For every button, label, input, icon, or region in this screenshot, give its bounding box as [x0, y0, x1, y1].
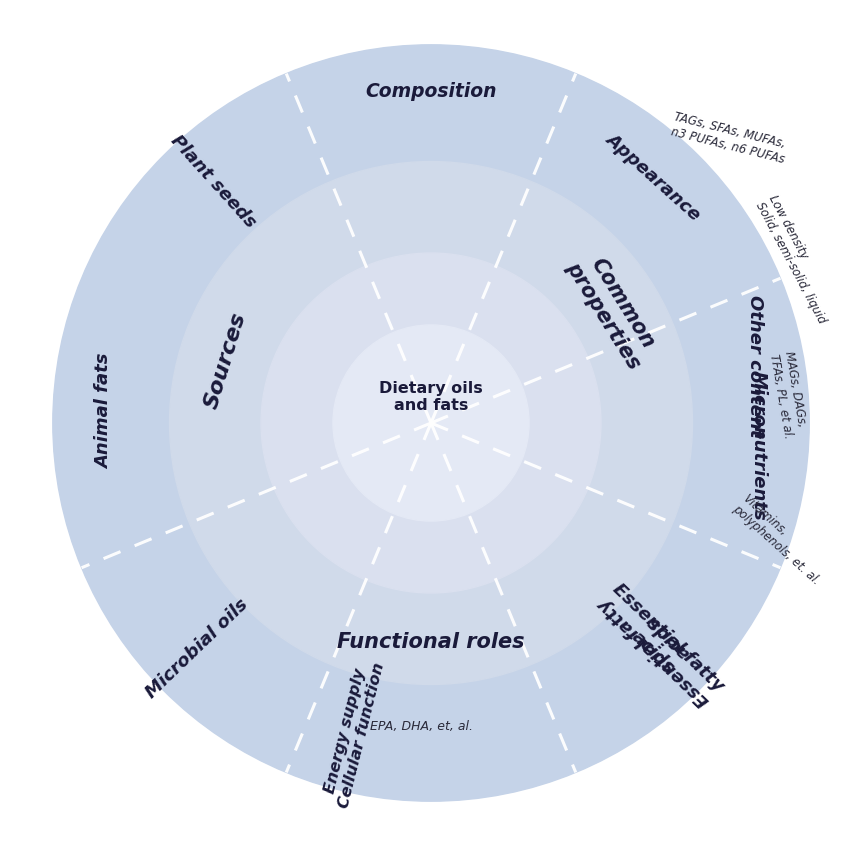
Text: Low density
Solid, semi-solid, liquid: Low density Solid, semi-solid, liquid [753, 193, 842, 326]
Text: Plant seeds: Plant seeds [167, 132, 260, 232]
Text: Animal fats: Animal fats [95, 354, 113, 470]
Text: Other content: Other content [746, 294, 764, 437]
Text: Vitamins,
polyphenols, et. al.: Vitamins, polyphenols, et. al. [730, 492, 832, 588]
Text: Composition: Composition [365, 82, 497, 101]
Text: EPA, DHA, et, al.: EPA, DHA, et, al. [370, 720, 473, 733]
Text: TAGs, SFAs, MUFAs,
n3 PUFAs, n6 PUFAs: TAGs, SFAs, MUFAs, n3 PUFAs, n6 PUFAs [670, 111, 789, 166]
Text: MAGs, DAGs,
TFAs, PL, et al.: MAGs, DAGs, TFAs, PL, et al. [767, 350, 810, 440]
Text: Essential fatty
acids: Essential fatty acids [594, 580, 727, 710]
Text: Energy supply
Cellular function: Energy supply Cellular function [320, 656, 388, 810]
Text: Dietary oils
and fats: Dietary oils and fats [379, 381, 483, 413]
Text: Micronutrients: Micronutrients [750, 371, 768, 521]
Text: Sources: Sources [202, 310, 250, 411]
Circle shape [170, 162, 693, 684]
Text: Functional roles: Functional roles [337, 633, 525, 652]
Text: Appearance: Appearance [602, 129, 704, 223]
Circle shape [53, 45, 810, 801]
Text: Common
properties: Common properties [562, 245, 664, 372]
Circle shape [333, 325, 529, 521]
Circle shape [261, 253, 601, 593]
Text: Essential fatty
acids: Essential fatty acids [594, 580, 727, 710]
Text: Microbial oils: Microbial oils [143, 596, 252, 702]
